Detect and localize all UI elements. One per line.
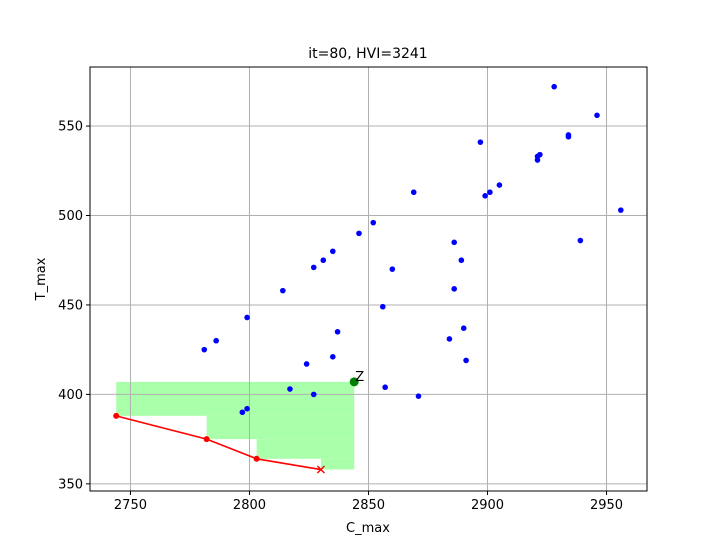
pareto-front-line bbox=[115, 415, 322, 471]
reference-point-label: Z bbox=[355, 370, 364, 385]
pareto-front-point bbox=[253, 455, 260, 462]
data-point bbox=[534, 153, 541, 160]
reference-point-group: Z bbox=[349, 370, 364, 387]
data-point bbox=[244, 314, 250, 321]
y-axis-label: T_max bbox=[34, 257, 49, 301]
grid-lines bbox=[90, 67, 647, 491]
dominated-region-rect bbox=[320, 458, 355, 470]
data-point bbox=[487, 189, 493, 196]
data-point bbox=[496, 182, 503, 188]
data-points bbox=[201, 83, 624, 416]
y-tick-label: 550 bbox=[58, 120, 83, 135]
data-point bbox=[303, 361, 310, 367]
x-tick-label: 2850 bbox=[352, 498, 385, 513]
data-point bbox=[446, 336, 453, 342]
data-point bbox=[594, 112, 600, 119]
x-tick-label: 2800 bbox=[233, 498, 266, 513]
reference-point bbox=[349, 377, 359, 387]
data-point bbox=[410, 189, 417, 196]
pareto-front-point bbox=[203, 436, 210, 443]
dominated-region bbox=[116, 381, 355, 470]
plot-frame bbox=[89, 66, 648, 492]
data-point bbox=[477, 139, 484, 145]
data-point bbox=[329, 248, 336, 255]
data-point bbox=[370, 219, 377, 226]
data-point bbox=[280, 287, 286, 294]
data-point bbox=[310, 391, 317, 398]
data-point bbox=[415, 393, 422, 399]
x-tick-label: 2900 bbox=[471, 498, 504, 513]
data-point bbox=[213, 337, 219, 344]
data-point bbox=[244, 405, 250, 412]
x-tick-label: 2950 bbox=[590, 498, 623, 513]
data-point bbox=[460, 325, 467, 331]
x-axis-label: C_max bbox=[346, 521, 390, 536]
data-point bbox=[565, 133, 572, 140]
pareto-front bbox=[113, 412, 325, 474]
data-point bbox=[379, 303, 386, 310]
data-point bbox=[287, 386, 293, 392]
data-point bbox=[320, 257, 327, 264]
data-point bbox=[329, 354, 336, 360]
data-point bbox=[618, 207, 624, 213]
y-tick-label: 400 bbox=[58, 388, 83, 403]
data-point bbox=[334, 328, 341, 335]
y-axis-ticks: 350 400 450 500 550 bbox=[58, 120, 90, 492]
dominated-region-rect bbox=[206, 415, 355, 440]
x-marker-stroke bbox=[316, 465, 325, 474]
y-tick-label: 500 bbox=[58, 209, 83, 224]
data-point bbox=[482, 193, 488, 199]
x-tick-label: 2750 bbox=[114, 498, 147, 513]
dominated-region-rect bbox=[256, 439, 355, 459]
data-point bbox=[310, 264, 317, 271]
data-point bbox=[451, 286, 457, 292]
dominated-region-rect bbox=[116, 381, 355, 416]
chart-title: it=80, HVI=3241 bbox=[308, 46, 427, 62]
y-tick-label: 350 bbox=[58, 477, 83, 492]
y-tick-label: 450 bbox=[58, 298, 83, 313]
data-point bbox=[551, 83, 557, 90]
data-point bbox=[382, 384, 388, 391]
x-axis-ticks: 2750 2800 2850 2900 2950 bbox=[114, 491, 623, 513]
data-point bbox=[201, 346, 208, 353]
data-point bbox=[356, 230, 362, 237]
pareto-front-point bbox=[113, 412, 120, 419]
data-point bbox=[389, 266, 396, 272]
data-point bbox=[463, 357, 469, 364]
data-point bbox=[458, 257, 465, 264]
data-point bbox=[451, 239, 457, 246]
data-point bbox=[239, 409, 246, 416]
data-point bbox=[577, 237, 584, 244]
pareto-front-end-marker bbox=[316, 465, 325, 474]
